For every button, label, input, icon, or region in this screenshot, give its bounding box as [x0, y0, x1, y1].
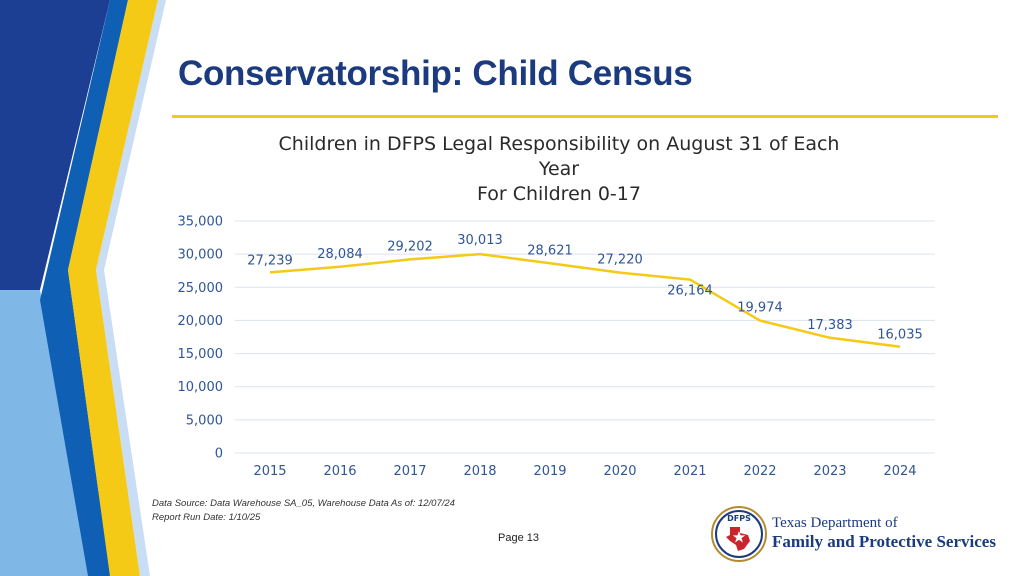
star-icon: [732, 531, 746, 543]
data-label: 27,239: [247, 253, 293, 268]
page-title: Conservatorship: Child Census: [178, 54, 693, 93]
y-tick-label: 15,000: [178, 347, 224, 362]
logo-text: DFPS: [727, 514, 751, 523]
data-label: 28,621: [527, 243, 573, 258]
data-label: 16,035: [877, 328, 923, 343]
chart-title-line-2: Year: [538, 158, 580, 180]
x-tick-label: 2024: [883, 464, 916, 479]
x-tick-label: 2016: [323, 464, 356, 479]
x-tick-label: 2022: [743, 464, 776, 479]
report-run-date-line: Report Run Date: 1/10/25: [152, 512, 261, 523]
y-tick-label: 0: [215, 447, 223, 462]
data-label: 28,084: [317, 247, 363, 262]
y-axis-ticks: 0 5,000 10,000 15,000 20,000 25,000 30,000 35,0…: [178, 215, 224, 462]
data-label: 29,202: [387, 239, 433, 254]
x-tick-label: 2021: [673, 464, 706, 479]
y-tick-label: 20,000: [178, 314, 224, 329]
x-tick-label: 2019: [533, 464, 566, 479]
x-tick-label: 2023: [813, 464, 846, 479]
blue-stripe: [40, 0, 128, 576]
x-tick-label: 2017: [393, 464, 426, 479]
y-tick-label: 30,000: [178, 248, 224, 263]
data-label: 26,164: [667, 284, 713, 299]
data-source-line: Data Source: Data Warehouse SA_05, Wareh…: [152, 498, 455, 509]
pale-blue-stripe: [96, 0, 166, 576]
series-line: [269, 252, 901, 348]
chart-title: Children in DFPS Legal Responsibility on…: [258, 132, 860, 207]
data-label: 17,383: [807, 318, 853, 333]
title-underline: [172, 115, 998, 118]
y-tick-label: 35,000: [178, 215, 224, 230]
yellow-stripe: [68, 0, 158, 576]
dfps-seal-logo: DFPS: [711, 506, 767, 562]
series-line-group: [269, 252, 901, 348]
x-tick-label: 2015: [253, 464, 286, 479]
org-name-line-1: Texas Department of: [772, 515, 898, 531]
x-tick-label: 2018: [463, 464, 496, 479]
data-label: 19,974: [737, 301, 783, 316]
x-tick-label: 2020: [603, 464, 636, 479]
data-source-note: Data Source: Data Warehouse SA_05, Wareh…: [152, 497, 455, 525]
x-axis-ticks: 2015 2016 2017 2018 2019 2020 2021 2022 2023 2024: [253, 464, 916, 479]
org-name-line-2: Family and Protective Services: [772, 532, 996, 551]
grid-lines: [235, 220, 935, 454]
chart-title-line-1: Children in DFPS Legal Responsibility on…: [278, 133, 840, 155]
data-labels: 27,239 28,084 29,202 30,013 28,621 27,220 26,1…: [247, 233, 923, 343]
data-label: 30,013: [457, 233, 503, 248]
y-tick-label: 10,000: [178, 380, 224, 395]
y-tick-label: 5,000: [186, 413, 223, 428]
page-number: Page 13: [498, 532, 539, 544]
dark-blue-band: [0, 0, 110, 290]
chart-title-line-3: For Children 0-17: [477, 183, 641, 205]
y-tick-label: 25,000: [178, 281, 224, 296]
data-label: 27,220: [597, 253, 643, 268]
